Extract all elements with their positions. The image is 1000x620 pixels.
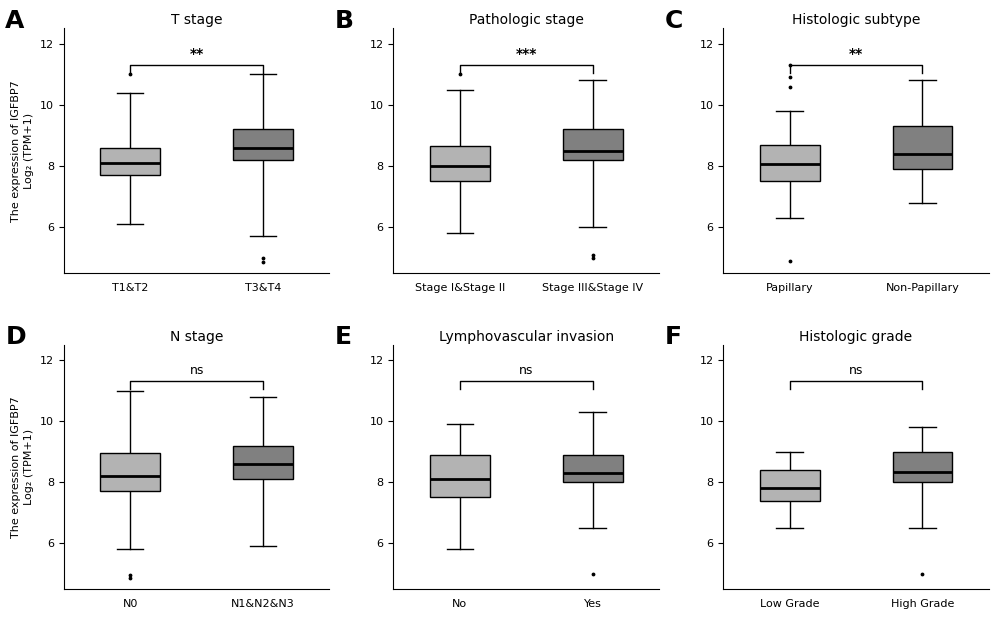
Bar bbox=[893, 126, 952, 169]
Text: ***: *** bbox=[516, 46, 537, 61]
Title: Lymphovascular invasion: Lymphovascular invasion bbox=[439, 330, 614, 343]
Title: Histologic grade: Histologic grade bbox=[799, 330, 913, 343]
Text: ns: ns bbox=[519, 364, 533, 377]
Text: ns: ns bbox=[849, 364, 863, 377]
Text: B: B bbox=[335, 9, 354, 33]
Bar bbox=[563, 130, 623, 160]
Text: F: F bbox=[665, 325, 682, 349]
Title: N stage: N stage bbox=[170, 330, 223, 343]
Bar bbox=[430, 146, 490, 181]
Text: E: E bbox=[335, 325, 352, 349]
Y-axis label: The expression of IGFBP7
Log₂ (TPM+1): The expression of IGFBP7 Log₂ (TPM+1) bbox=[11, 396, 34, 538]
Bar bbox=[760, 470, 820, 500]
Bar bbox=[563, 454, 623, 482]
Text: A: A bbox=[5, 9, 25, 33]
Text: C: C bbox=[665, 9, 683, 33]
Bar bbox=[430, 454, 490, 497]
Title: Pathologic stage: Pathologic stage bbox=[469, 13, 584, 27]
Title: T stage: T stage bbox=[171, 13, 222, 27]
Text: **: ** bbox=[849, 46, 863, 61]
Bar bbox=[233, 130, 293, 160]
Bar bbox=[100, 148, 160, 175]
Bar bbox=[893, 451, 952, 482]
Bar bbox=[233, 446, 293, 479]
Text: D: D bbox=[5, 325, 26, 349]
Title: Histologic subtype: Histologic subtype bbox=[792, 13, 920, 27]
Bar bbox=[760, 144, 820, 181]
Bar bbox=[100, 453, 160, 492]
Text: ns: ns bbox=[189, 364, 204, 377]
Text: **: ** bbox=[189, 46, 204, 61]
Y-axis label: The expression of IGFBP7
Log₂ (TPM+1): The expression of IGFBP7 Log₂ (TPM+1) bbox=[11, 80, 34, 221]
